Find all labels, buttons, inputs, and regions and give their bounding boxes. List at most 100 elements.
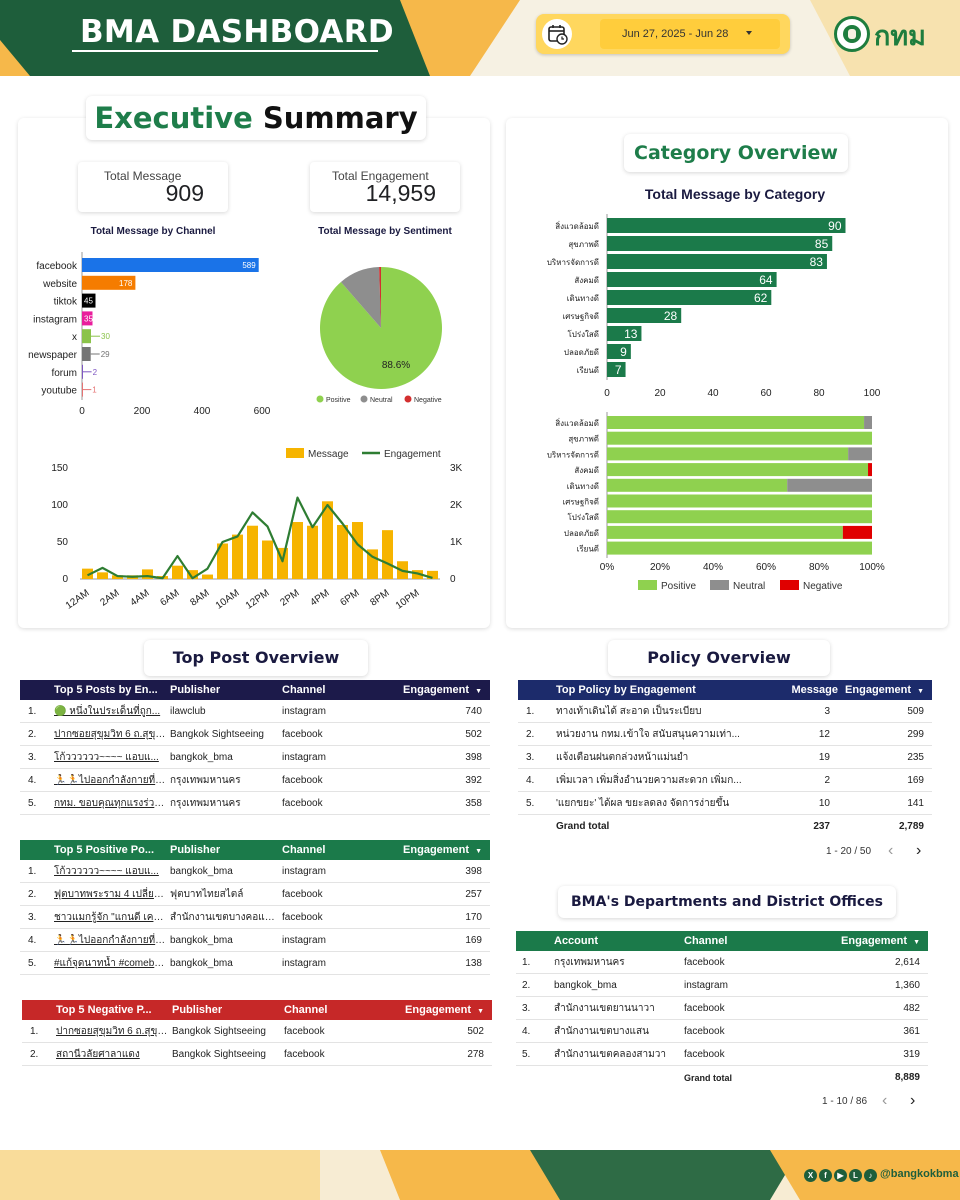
column-header[interactable]: Channel [284, 1004, 328, 1016]
table-row[interactable]: 5. สำนักงานเขตคลองสามวา facebook 319 [516, 1043, 928, 1066]
next-page-icon[interactable]: › [916, 842, 922, 859]
row-index: 1. [28, 705, 37, 717]
row-index: 2. [522, 979, 531, 991]
post-link[interactable]: 🏃🏃ไปออกกำลังกายที่ส... [54, 774, 166, 786]
column-header[interactable]: Channel [282, 844, 326, 856]
table-row[interactable]: 4. สำนักงานเขตบางแสน facebook 361 [516, 1020, 928, 1043]
column-header[interactable]: Message [791, 684, 838, 696]
channel-bar [82, 275, 136, 290]
table-cell: 398 [465, 865, 482, 877]
table-header: Account Channel Engagement ▼ [516, 931, 928, 951]
column-header[interactable]: Top Policy by Engagement [556, 684, 696, 696]
table-cell: 740 [465, 705, 482, 717]
column-header[interactable]: Top 5 Negative P... [56, 1004, 152, 1016]
table-row[interactable]: 2. หน่วยงาน กทม.เข้าใจ สนับสนุนความเท่า..… [518, 723, 932, 746]
prev-page-icon[interactable]: ‹ [888, 842, 894, 859]
post-link[interactable]: สถานีวลัยศาลาแดง [56, 1048, 140, 1060]
table-row[interactable]: 2. bangkok_bma instagram 1,360 [516, 974, 928, 997]
column-header[interactable]: Channel [282, 684, 326, 696]
x-icon[interactable]: X [804, 1169, 817, 1182]
column-header[interactable]: Top 5 Posts by En... [54, 684, 158, 696]
category-value-label: 7 [615, 363, 622, 377]
post-link[interactable]: ฟุตบาทพระราม 4 เปลี่ยนไ... [54, 888, 166, 900]
legend-label: Negative [803, 581, 843, 592]
table-row[interactable]: 1. 🟢 หนึ่งในประเด็นที่ถูก... ilawclub insta… [20, 700, 490, 723]
legend-marker [710, 580, 729, 590]
post-link[interactable]: โก้วววววว~~~~ แอบแ... [54, 865, 159, 877]
table-row[interactable]: 3. สำนักงานเขตยานนาวา facebook 482 [516, 997, 928, 1020]
post-link[interactable]: ชาวแมกรู้จัก "แกนดี เครือ... [54, 911, 166, 923]
table-row[interactable]: 1. โก้วววววว~~~~ แอบแ... bangkok_bma instag… [20, 860, 490, 883]
table-row[interactable]: 4. เพิ่มเวลา เพิ่มสิ่งอำนวยความสะดวก เพิ่… [518, 769, 932, 792]
column-header[interactable]: Top 5 Positive Po... [54, 844, 155, 856]
category-value-label: 9 [620, 345, 627, 359]
bma-logo-text: กทม [874, 21, 926, 52]
youtube-icon[interactable]: ▶ [834, 1169, 847, 1182]
table-row[interactable]: 5. กทม. ขอบคุณทุกแรงร่วมใ... กรุงเทพมหานคร… [20, 792, 490, 815]
post-link[interactable]: โก้วววววว~~~~ แอบแ... [54, 751, 159, 763]
table-row[interactable]: 3. ชาวแมกรู้จัก "แกนดี เครือ... สำนักงานเข… [20, 906, 490, 929]
channel-value-label: 29 [101, 350, 110, 359]
channel-label: x [72, 332, 77, 343]
table-row[interactable]: 1. ปากซอยสุขุมวิท 6 ถ.สุขุม... Bangkok Sig… [22, 1020, 492, 1043]
column-header[interactable]: Engagement ▼ [841, 935, 920, 947]
column-header[interactable]: Engagement ▼ [405, 1004, 484, 1016]
date-range-picker[interactable]: Jun 27, 2025 - Jun 28 [536, 14, 790, 54]
post-link[interactable]: 🏃🏃ไปออกกำลังกายที่ส... [54, 934, 166, 946]
post-link[interactable]: 🟢 หนึ่งในประเด็นที่ถูก... [54, 705, 161, 717]
table-cell: 169 [907, 774, 924, 786]
next-page-icon[interactable]: › [910, 1092, 916, 1109]
table-cell: 141 [907, 797, 924, 809]
category-bar [607, 362, 626, 377]
calendar-icon [542, 19, 572, 49]
hourly-combo-chart: Message Engagement 0 50 100 150 0 1K 2K 3K 12AM 2AM… [51, 448, 463, 612]
column-header[interactable]: Publisher [172, 1004, 223, 1016]
sentiment-segment [607, 447, 849, 461]
table-row[interactable]: 1. กรุงเทพมหานคร facebook 2,614 [516, 951, 928, 974]
tiktok-icon[interactable]: ♪ [864, 1169, 877, 1182]
table-cell: 502 [465, 728, 482, 740]
table-row[interactable]: 1. ทางเท้าเดินได้ สะอาด เป็นระเบียบ 3 509 [518, 700, 932, 723]
sort-desc-icon[interactable]: ▼ [477, 1008, 484, 1015]
sentiment-tick-label: 20% [650, 562, 670, 573]
table-row[interactable]: 5. 'แยกขยะ' ได้ผล ขยะลดลง จัดการง่ายขึ้น 1… [518, 792, 932, 815]
legend-marker [780, 580, 799, 590]
dropdown-arrow-icon[interactable] [746, 31, 752, 35]
sort-desc-icon[interactable]: ▼ [475, 688, 482, 695]
post-link[interactable]: ปากซอยสุขุมวิท 6 ถ.สุขุม... [56, 1025, 168, 1037]
column-header[interactable]: Publisher [170, 684, 221, 696]
channel-bar [82, 293, 96, 308]
prev-page-icon[interactable]: ‹ [882, 1092, 888, 1109]
table-row[interactable]: 2. สถานีวลัยศาลาแดง Bangkok Sightseeing fac… [22, 1043, 492, 1066]
sort-desc-icon[interactable]: ▼ [475, 848, 482, 855]
top5-posts-table: Top 5 Posts by En... Publisher Channel Enga… [20, 680, 490, 815]
column-header[interactable]: Engagement ▼ [403, 844, 482, 856]
table-row[interactable]: 2. ฟุตบาทพระราม 4 เปลี่ยนไ... ฟุตบาทไทยสไต… [20, 883, 490, 906]
table-row[interactable]: 4. 🏃🏃ไปออกกำลังกายที่ส... กรุงเทพมหานคร fac… [20, 769, 490, 792]
table-cell: 398 [465, 751, 482, 763]
table-row[interactable]: 5. #แก้จุดนาทน้ำ #comeba... bangkok_bma ins… [20, 952, 490, 975]
table-row[interactable]: 2. ปากซอยสุขุมวิท 6 ถ.สุขุม... Bangkok Sig… [20, 723, 490, 746]
table-row[interactable]: 3. โก้วววววว~~~~ แอบแ... bangkok_bma instag… [20, 746, 490, 769]
table-row[interactable]: 4. 🏃🏃ไปออกกำลังกายที่ส... bangkok_bma insta… [20, 929, 490, 952]
post-link[interactable]: ปากซอยสุขุมวิท 6 ถ.สุขุม... [54, 728, 166, 740]
table-row[interactable]: 3. แจ้งเตือนฝนตกล่วงหน้าแม่นยำ 19 235 [518, 746, 932, 769]
message-bar [142, 569, 153, 579]
column-header[interactable]: Engagement ▼ [845, 684, 924, 696]
table-cell: Bangkok Sightseeing [170, 728, 264, 740]
sort-desc-icon[interactable]: ▼ [917, 688, 924, 695]
column-header[interactable]: Engagement ▼ [403, 684, 482, 696]
table-header: Top Policy by Engagement Message Engagemen… [518, 680, 932, 700]
post-link[interactable]: #แก้จุดนาทน้ำ #comeba... [54, 957, 166, 969]
line-icon[interactable]: L [849, 1169, 862, 1182]
message-bar [172, 565, 183, 579]
sort-desc-icon[interactable]: ▼ [913, 939, 920, 946]
column-header[interactable]: Channel [684, 935, 728, 947]
category-label: บริหารจัดการดี [547, 450, 599, 459]
table-cell: facebook [282, 797, 323, 809]
date-range-value[interactable]: Jun 27, 2025 - Jun 28 [600, 19, 780, 49]
column-header[interactable]: Publisher [170, 844, 221, 856]
facebook-icon[interactable]: f [819, 1169, 832, 1182]
post-link[interactable]: กทม. ขอบคุณทุกแรงร่วมใ... [54, 797, 166, 809]
column-header[interactable]: Account [554, 935, 598, 947]
